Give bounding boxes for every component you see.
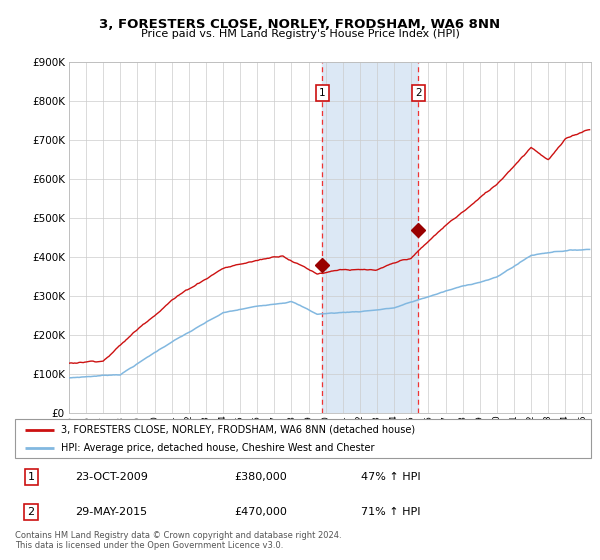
FancyBboxPatch shape xyxy=(15,419,591,458)
Text: 47% ↑ HPI: 47% ↑ HPI xyxy=(361,472,420,482)
Text: 71% ↑ HPI: 71% ↑ HPI xyxy=(361,507,420,517)
Text: Contains HM Land Registry data © Crown copyright and database right 2024.
This d: Contains HM Land Registry data © Crown c… xyxy=(15,531,341,550)
Text: 2: 2 xyxy=(415,88,422,98)
Text: 2: 2 xyxy=(28,507,35,517)
Bar xyxy=(322,62,418,413)
Text: 3, FORESTERS CLOSE, NORLEY, FRODSHAM, WA6 8NN (detached house): 3, FORESTERS CLOSE, NORLEY, FRODSHAM, WA… xyxy=(61,424,415,435)
Text: £470,000: £470,000 xyxy=(234,507,287,517)
Text: 3, FORESTERS CLOSE, NORLEY, FRODSHAM, WA6 8NN: 3, FORESTERS CLOSE, NORLEY, FRODSHAM, WA… xyxy=(100,18,500,31)
Text: Price paid vs. HM Land Registry's House Price Index (HPI): Price paid vs. HM Land Registry's House … xyxy=(140,29,460,39)
Text: £380,000: £380,000 xyxy=(234,472,287,482)
Text: 23-OCT-2009: 23-OCT-2009 xyxy=(76,472,148,482)
Text: 29-MAY-2015: 29-MAY-2015 xyxy=(76,507,148,517)
Text: 1: 1 xyxy=(28,472,35,482)
Text: HPI: Average price, detached house, Cheshire West and Chester: HPI: Average price, detached house, Ches… xyxy=(61,443,374,453)
Text: 1: 1 xyxy=(319,88,326,98)
